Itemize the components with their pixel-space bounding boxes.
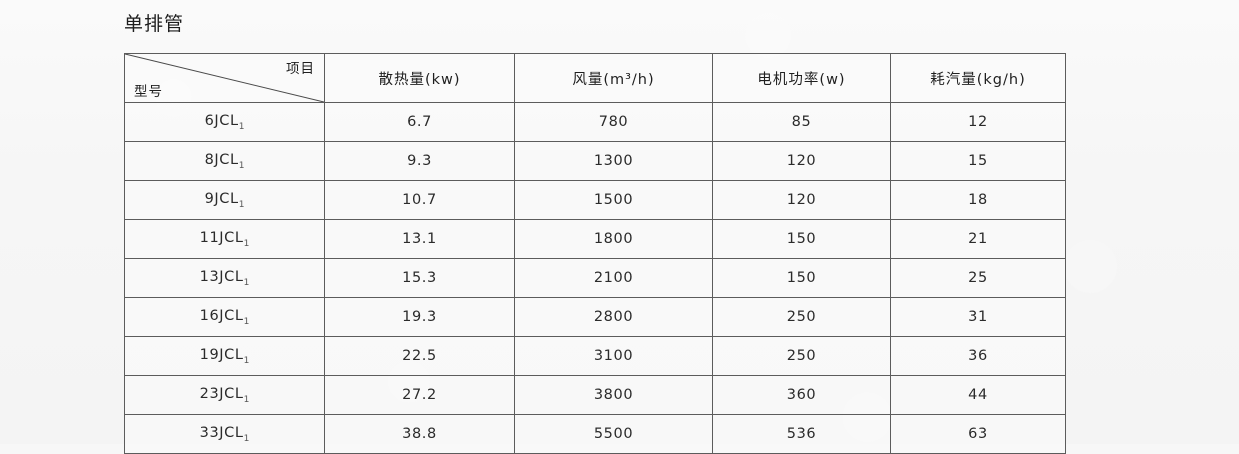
diagonal-divider-icon [125, 54, 324, 102]
column-header-airflow: 风量(m³/h) [514, 53, 713, 103]
model-subscript: 1 [238, 199, 245, 210]
table-row: 19JCL1 22.5 3100 250 36 [124, 336, 1066, 376]
cell-motor-power: 250 [712, 297, 891, 337]
cell-heat: 6.7 [324, 102, 515, 142]
cell-heat: 15.3 [324, 258, 515, 298]
column-header-steam-consumption: 耗汽量(kg/h) [890, 53, 1066, 103]
model-subscript: 1 [238, 121, 245, 132]
cell-motor-power: 120 [712, 180, 891, 220]
model-base: 23JCL [199, 385, 244, 402]
cell-heat: 19.3 [324, 297, 515, 337]
cell-motor-power: 85 [712, 102, 891, 142]
cell-steam-consumption: 15 [890, 141, 1066, 181]
cell-steam-consumption: 12 [890, 102, 1066, 142]
cell-heat: 38.8 [324, 414, 515, 454]
specification-table: 项目 型号 散热量(kw) 风量(m³/h) 电机功率(w) 耗汽量(kg/h)… [124, 53, 1066, 454]
column-header-motor-power: 电机功率(w) [712, 53, 891, 103]
header-model-label: 型号 [134, 84, 163, 100]
cell-airflow: 1800 [514, 219, 713, 259]
model-subscript: 1 [238, 160, 245, 171]
cell-airflow: 3800 [514, 375, 713, 415]
table-header: 项目 型号 散热量(kw) 风量(m³/h) 电机功率(w) 耗汽量(kg/h) [124, 53, 1066, 103]
cell-airflow: 1500 [514, 180, 713, 220]
model-subscript: 1 [243, 316, 250, 327]
cell-steam-consumption: 63 [890, 414, 1066, 454]
cell-airflow: 2100 [514, 258, 713, 298]
header-row: 项目 型号 散热量(kw) 风量(m³/h) 电机功率(w) 耗汽量(kg/h) [124, 53, 1066, 103]
cell-motor-power: 250 [712, 336, 891, 376]
table-row: 13JCL1 15.3 2100 150 25 [124, 258, 1066, 298]
cell-motor-power: 360 [712, 375, 891, 415]
cell-model: 13JCL1 [124, 258, 325, 298]
table-row: 11JCL1 13.1 1800 150 21 [124, 219, 1066, 259]
model-base: 13JCL [199, 268, 244, 285]
model-base: 19JCL [199, 346, 244, 363]
cell-steam-consumption: 21 [890, 219, 1066, 259]
table-body: 6JCL1 6.7 780 85 12 8JCL1 9.3 1300 120 15 9JCL1 10.… [124, 102, 1066, 454]
cell-model: 11JCL1 [124, 219, 325, 259]
model-subscript: 1 [243, 355, 250, 366]
header-item-label: 项目 [286, 61, 315, 77]
cell-model: 8JCL1 [124, 141, 325, 181]
cell-model: 19JCL1 [124, 336, 325, 376]
page-title: 单排管 [124, 13, 185, 35]
table-row: 6JCL1 6.7 780 85 12 [124, 102, 1066, 142]
table-row: 33JCL1 38.8 5500 536 63 [124, 414, 1066, 454]
cell-motor-power: 120 [712, 141, 891, 181]
cell-model: 6JCL1 [124, 102, 325, 142]
cell-steam-consumption: 25 [890, 258, 1066, 298]
cell-airflow: 5500 [514, 414, 713, 454]
model-subscript: 1 [243, 277, 250, 288]
cell-model: 23JCL1 [124, 375, 325, 415]
table-row: 9JCL1 10.7 1500 120 18 [124, 180, 1066, 220]
model-subscript: 1 [243, 238, 250, 249]
table-row: 16JCL1 19.3 2800 250 31 [124, 297, 1066, 337]
model-base: 33JCL [199, 424, 244, 441]
cell-heat: 13.1 [324, 219, 515, 259]
cell-steam-consumption: 18 [890, 180, 1066, 220]
cell-motor-power: 150 [712, 219, 891, 259]
cell-heat: 9.3 [324, 141, 515, 181]
cell-motor-power: 150 [712, 258, 891, 298]
cell-airflow: 3100 [514, 336, 713, 376]
cell-steam-consumption: 44 [890, 375, 1066, 415]
model-base: 9JCL [204, 190, 239, 207]
cell-airflow: 2800 [514, 297, 713, 337]
model-base: 8JCL [204, 151, 239, 168]
cell-heat: 22.5 [324, 336, 515, 376]
cell-model: 33JCL1 [124, 414, 325, 454]
cell-heat: 27.2 [324, 375, 515, 415]
table-row: 8JCL1 9.3 1300 120 15 [124, 141, 1066, 181]
model-base: 11JCL [199, 229, 244, 246]
cell-airflow: 780 [514, 102, 713, 142]
model-base: 16JCL [199, 307, 244, 324]
cell-model: 16JCL1 [124, 297, 325, 337]
cell-steam-consumption: 36 [890, 336, 1066, 376]
column-header-heat: 散热量(kw) [324, 53, 515, 103]
cell-heat: 10.7 [324, 180, 515, 220]
model-base: 6JCL [204, 112, 239, 129]
model-subscript: 1 [243, 394, 250, 405]
table-row: 23JCL1 27.2 3800 360 44 [124, 375, 1066, 415]
cell-airflow: 1300 [514, 141, 713, 181]
cell-steam-consumption: 31 [890, 297, 1066, 337]
header-corner-cell: 项目 型号 [124, 53, 325, 103]
cell-model: 9JCL1 [124, 180, 325, 220]
model-subscript: 1 [243, 433, 250, 444]
cell-motor-power: 536 [712, 414, 891, 454]
